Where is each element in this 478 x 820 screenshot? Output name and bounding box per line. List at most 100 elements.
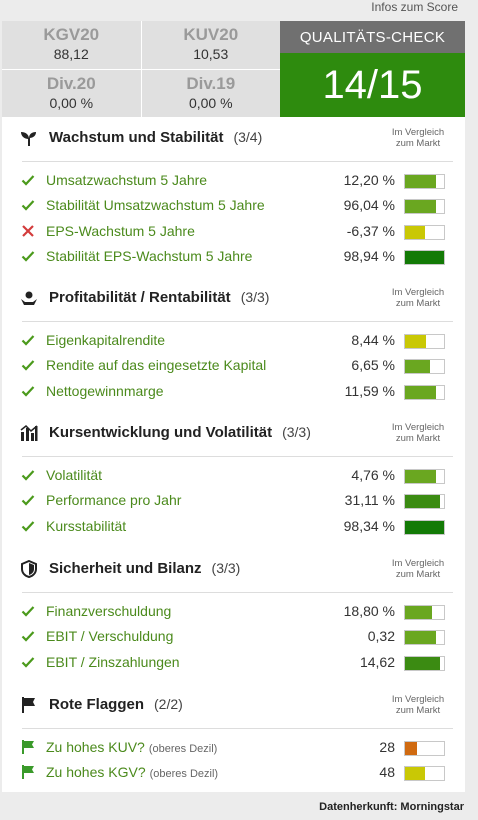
metric-row[interactable]: Umsatzwachstum 5 Jahre 12,20 % — [2, 169, 465, 194]
check-icon — [21, 333, 35, 347]
metric-row-value: 96,04 % — [343, 197, 395, 214]
metric-row-name: Performance pro Jahr — [46, 492, 182, 509]
section-header: Profitabilität / Rentabilität (3/3) Im Ver… — [2, 277, 465, 322]
section-4: Rote Flaggen (2/2) Im Vergleich zum Markt Z… — [2, 684, 465, 782]
check-icon — [21, 173, 35, 187]
metric-kuv-label: KUV20 — [183, 25, 239, 44]
chart-bars-icon — [20, 424, 38, 442]
market-comparison-bar — [404, 199, 445, 215]
section-2: Kursentwicklung und Volatilität (3/3) Im V… — [2, 412, 465, 535]
market-comparison-bar — [404, 224, 445, 240]
metric-row[interactable]: Stabilität EPS-Wachstum 5 Jahre 98,94 % — [2, 245, 465, 270]
market-comparison-fill — [405, 742, 417, 755]
metric-row-label: Zu hohes KGV? (oberes Dezil) — [46, 764, 218, 780]
metric-div19-label: Div.19 — [186, 73, 236, 93]
section-1: Profitabilität / Rentabilität (3/3) Im Ver… — [2, 277, 465, 400]
metric-row[interactable]: Volatilität 4,76 % — [2, 464, 465, 489]
compare-market-label: Im Vergleich zum Markt — [391, 422, 445, 444]
metric-row-label: Eigenkapitalrendite — [46, 332, 165, 348]
metric-row-value: 14,62 — [359, 653, 395, 670]
metric-row-name: Nettogewinnmarge — [46, 382, 164, 399]
metric-row-value: 48 — [379, 764, 395, 781]
market-comparison-fill — [405, 175, 437, 188]
compare-market-label: Im Vergleich zum Markt — [391, 558, 445, 580]
market-comparison-fill — [405, 360, 431, 374]
metric-row-value: 4,76 % — [351, 467, 395, 483]
section-count: (2/2) — [154, 696, 183, 712]
metric-div19: Div.19 0,00 % — [141, 69, 280, 117]
metric-row[interactable]: Finanzverschuldung 18,80 % — [2, 600, 465, 625]
metric-div20-label: Div.20 — [46, 73, 96, 93]
section-title: Wachstum und Stabilität (3/4) — [49, 129, 262, 146]
market-comparison-fill — [405, 250, 444, 264]
metric-row[interactable]: EBIT / Verschuldung 0,32 — [2, 625, 465, 650]
metric-row-value: 0,32 — [367, 628, 395, 645]
section-header: Sicherheit und Bilanz (3/3) Im Vergleich z… — [2, 548, 465, 593]
green-flag-icon — [21, 740, 35, 754]
footer: Datenherkunft: Morningstar — [0, 792, 478, 820]
metric-row[interactable]: Nettogewinnmarge 11,59 % — [2, 380, 465, 405]
quality-check-box: QUALITÄTS-CHECK 14/15 — [280, 21, 465, 117]
metric-row[interactable]: Rendite auf das eingesetzte Kapital 6,65 … — [2, 354, 465, 379]
metric-row-name: EBIT / Verschuldung — [46, 628, 174, 645]
metric-row-value: -6,37 % — [346, 222, 395, 239]
section-title-label: Rote Flaggen — [49, 696, 145, 713]
market-comparison-fill — [405, 335, 427, 348]
section-title-label: Kursentwicklung und Volatilität — [49, 424, 273, 441]
metric-row-label: Umsatzwachstum 5 Jahre — [46, 172, 207, 188]
section-header: Rote Flaggen (2/2) Im Vergleich zum Markt — [2, 684, 465, 729]
market-comparison-fill — [405, 631, 437, 645]
metric-row-name: Kursstabilität — [46, 517, 127, 534]
metric-row-value: 98,34 % — [343, 517, 395, 534]
check-icon — [21, 384, 35, 398]
money-hand-icon — [20, 289, 38, 307]
compare-market-label: Im Vergleich zum Markt — [391, 287, 445, 309]
market-comparison-bar — [404, 605, 445, 620]
metric-row-label: Nettogewinnmarge — [46, 383, 164, 399]
metric-row-value: 18,80 % — [343, 603, 395, 619]
market-comparison-fill — [405, 200, 437, 214]
metric-row[interactable]: Eigenkapitalrendite 8,44 % — [2, 329, 465, 354]
market-comparison-fill — [405, 225, 425, 239]
check-icon — [21, 249, 35, 263]
metric-row[interactable]: EPS-Wachstum 5 Jahre -6,37 % — [2, 220, 465, 245]
metric-div19-value: 0,00 % — [188, 94, 233, 111]
check-icon — [21, 655, 35, 669]
metric-row[interactable]: Stabilität Umsatzwachstum 5 Jahre 96,04 % — [2, 194, 465, 219]
shield-icon — [20, 559, 38, 579]
metric-row-label: EBIT / Zinszahlungen — [46, 654, 180, 670]
quality-check-title: QUALITÄTS-CHECK — [280, 21, 465, 53]
metric-row-sublabel: (oberes Dezil) — [149, 768, 219, 781]
metric-row[interactable]: Zu hohes KGV? (oberes Dezil) 48 — [2, 761, 465, 786]
check-icon — [21, 358, 35, 372]
metric-row-label: EBIT / Verschuldung — [46, 628, 173, 644]
metric-row-value: 31,11 % — [344, 492, 395, 509]
metric-row[interactable]: Performance pro Jahr 31,11 % — [2, 489, 465, 514]
metric-row-label: Stabilität Umsatzwachstum 5 Jahre — [46, 197, 265, 213]
score-panel: Wachstum und Stabilität (3/4) Im Vergleich… — [2, 117, 465, 792]
metric-row-value: 28 — [379, 739, 395, 755]
section-3: Sicherheit und Bilanz (3/3) Im Vergleich z… — [2, 548, 465, 671]
metric-row-value: 8,44 % — [351, 332, 395, 348]
market-comparison-bar — [404, 174, 445, 189]
market-comparison-fill — [405, 767, 425, 781]
metric-row-label: Kursstabilität — [46, 518, 126, 534]
metric-row[interactable]: EBIT / Zinszahlungen 14,62 — [2, 651, 465, 676]
metric-row-name: EPS-Wachstum 5 Jahre — [46, 222, 195, 239]
metric-row-value: 11,59 % — [344, 382, 395, 399]
metric-row-name: Stabilität Umsatzwachstum 5 Jahre — [46, 197, 265, 214]
section-divider — [22, 456, 453, 457]
metric-row-name: Eigenkapitalrendite — [46, 332, 166, 348]
section-title-label: Sicherheit und Bilanz — [49, 560, 202, 577]
metric-kuv: KUV20 10,53 — [141, 21, 280, 69]
section-header: Kursentwicklung und Volatilität (3/3) Im V… — [2, 412, 465, 457]
metric-row-name: Zu hohes KGV? — [46, 764, 146, 781]
section-divider — [22, 728, 453, 729]
metric-row[interactable]: Kursstabilität 98,34 % — [2, 515, 465, 540]
section-title: Sicherheit und Bilanz (3/3) — [49, 560, 240, 577]
market-comparison-fill — [405, 470, 437, 483]
metric-row[interactable]: Zu hohes KUV? (oberes Dezil) 28 — [2, 736, 465, 761]
metric-row-name: Finanzverschuldung — [46, 603, 172, 619]
info-score-link[interactable]: Infos zum Score — [371, 0, 458, 14]
metric-kgv-value: 88,12 — [53, 46, 89, 62]
